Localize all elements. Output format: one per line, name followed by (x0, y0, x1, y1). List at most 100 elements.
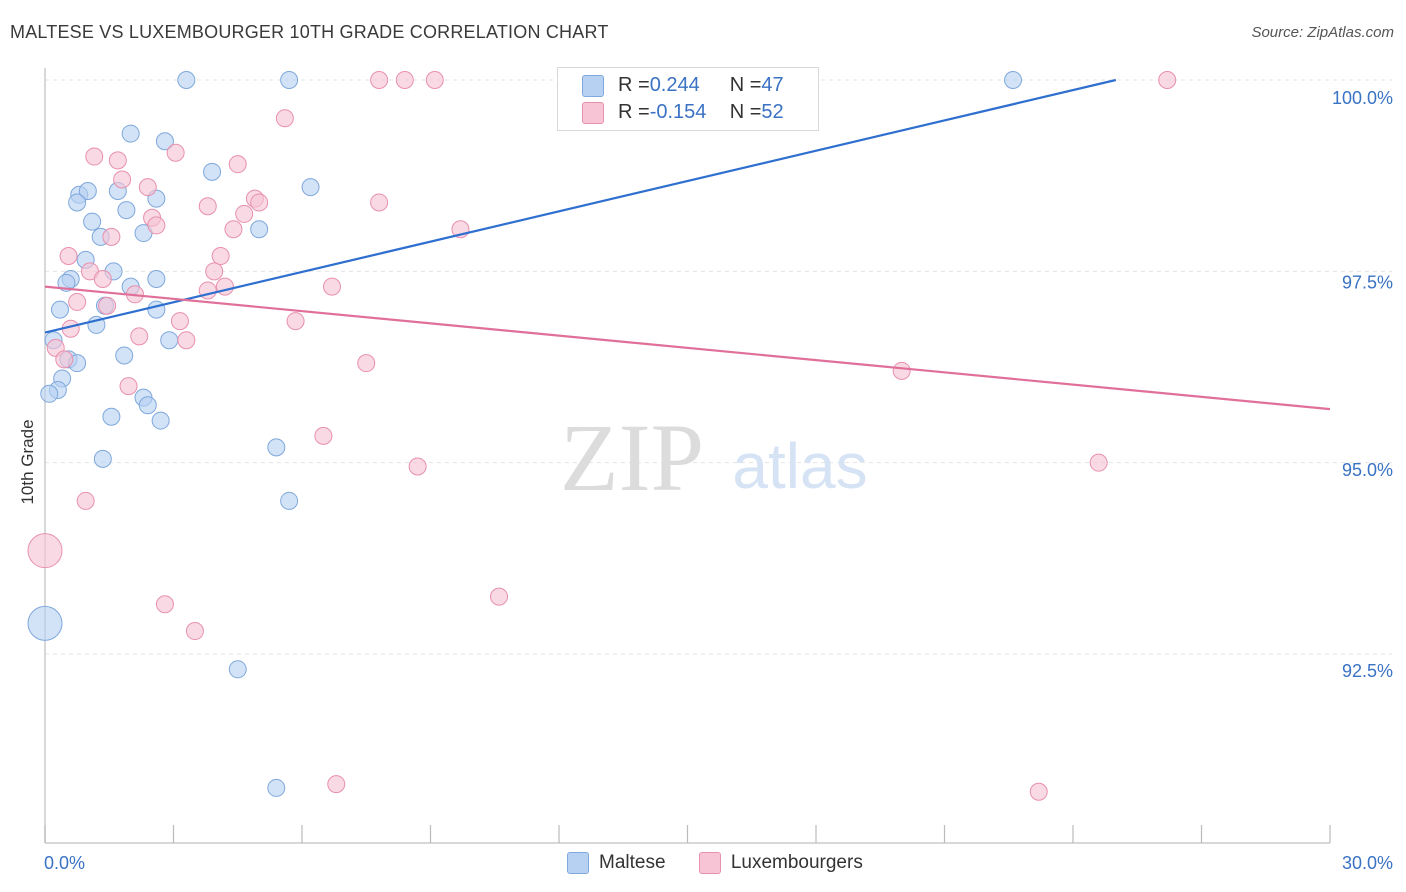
point-luxembourgers-40 (892, 361, 911, 380)
point-maltese-21 (57, 273, 76, 292)
point-maltese-25 (50, 300, 69, 319)
point-luxembourgers-33 (286, 312, 305, 331)
point-luxembourgers-22 (211, 247, 230, 266)
point-maltese-44 (228, 660, 247, 679)
point-luxembourgers-51 (1029, 782, 1048, 801)
legend-box: R = 0.244 N = 47 R = -0.154 N = 52 (557, 67, 819, 131)
legend-r-value-luxembourgers: -0.154 (649, 101, 707, 123)
point-maltese-12 (68, 193, 87, 212)
y-tick-label-3: 100.0% (1332, 88, 1393, 108)
point-luxembourgers-24 (205, 262, 224, 281)
point-luxembourgers-46 (27, 533, 63, 569)
legend-row-maltese: R = 0.244 N = 47 (582, 74, 784, 100)
point-luxembourgers-2 (425, 71, 444, 89)
watermark-zip: ZIP (560, 404, 704, 511)
point-maltese-3 (1004, 71, 1023, 89)
point-luxembourgers-8 (228, 155, 247, 174)
point-luxembourgers-0 (370, 71, 389, 89)
point-maltese-29 (160, 331, 179, 350)
trend-line-luxembourgers (44, 285, 1331, 411)
point-luxembourgers-41 (119, 377, 138, 396)
legend-r-label: R = (618, 101, 650, 123)
bottom-legend: Maltese Luxembourgers (567, 852, 891, 874)
point-maltese-41 (93, 449, 112, 468)
legend-n-label: N = (729, 74, 762, 96)
point-luxembourgers-7 (166, 143, 185, 162)
bottom-legend-luxembourgers: Luxembourgers (698, 852, 863, 874)
point-luxembourgers-30 (68, 292, 87, 311)
legend-n-value-luxembourgers: 52 (761, 101, 784, 123)
point-maltese-26 (147, 300, 166, 319)
watermark: ZIP atlas (560, 404, 868, 511)
point-maltese-5 (155, 132, 174, 151)
point-luxembourgers-18 (224, 220, 243, 239)
gridlines (45, 79, 1392, 655)
point-maltese-0 (177, 71, 196, 89)
point-luxembourgers-25 (93, 269, 112, 288)
point-luxembourgers-49 (185, 622, 204, 641)
bottom-legend-swatch-maltese (567, 852, 589, 874)
point-luxembourgers-4 (275, 109, 294, 128)
point-maltese-43 (27, 605, 63, 641)
point-luxembourgers-50 (327, 775, 346, 794)
point-luxembourgers-1 (395, 71, 414, 89)
point-luxembourgers-17 (147, 216, 166, 235)
x-tick-label-1: 30.0% (1342, 853, 1393, 873)
chart-title: MALTESE VS LUXEMBOURGER 10TH GRADE CORRE… (10, 22, 609, 42)
scatter-points (27, 71, 1177, 801)
point-luxembourgers-28 (322, 277, 341, 296)
point-maltese-38 (102, 407, 121, 426)
point-luxembourgers-13 (198, 197, 217, 216)
point-luxembourgers-12 (250, 193, 269, 212)
point-luxembourgers-6 (108, 151, 127, 170)
legend-r-label: R = (618, 74, 650, 96)
y-tick-label-0: 92.5% (1342, 661, 1393, 681)
point-luxembourgers-20 (102, 227, 121, 246)
point-maltese-14 (83, 212, 102, 231)
point-luxembourgers-44 (1089, 453, 1108, 472)
bottom-legend-maltese: Maltese (567, 852, 666, 874)
point-luxembourgers-10 (138, 178, 157, 197)
point-luxembourgers-47 (490, 587, 509, 606)
legend-swatch-maltese (582, 74, 604, 97)
point-luxembourgers-32 (170, 312, 189, 331)
point-maltese-7 (301, 178, 320, 197)
legend-n-value-maltese: 47 (761, 74, 784, 96)
point-luxembourgers-35 (130, 327, 149, 346)
point-luxembourgers-21 (59, 247, 78, 266)
point-luxembourgers-36 (177, 331, 196, 350)
y-tick-label-2: 97.5% (1342, 272, 1393, 292)
point-luxembourgers-45 (76, 491, 95, 510)
point-maltese-45 (267, 778, 286, 797)
point-luxembourgers-15 (235, 204, 254, 223)
point-maltese-40 (267, 438, 286, 457)
point-luxembourgers-38 (55, 350, 74, 369)
y-axis-label: 10th Grade (18, 419, 37, 504)
point-maltese-9 (78, 181, 97, 200)
point-maltese-35 (40, 384, 59, 403)
point-luxembourgers-9 (113, 170, 132, 189)
point-luxembourgers-43 (408, 457, 427, 476)
point-maltese-13 (117, 201, 136, 220)
trend-lines (44, 78, 1331, 411)
point-maltese-4 (121, 124, 140, 143)
watermark-atlas: atlas (732, 430, 867, 502)
point-maltese-31 (115, 346, 134, 365)
point-maltese-42 (280, 491, 299, 510)
bottom-legend-swatch-luxembourgers (698, 852, 721, 874)
legend-r-value-maltese: 0.244 (649, 74, 700, 96)
x-tick-label-0: 0.0% (44, 853, 85, 873)
legend-swatch-luxembourgers (582, 101, 604, 124)
point-maltese-37 (138, 396, 157, 415)
legend-n-label: N = (729, 101, 762, 123)
point-luxembourgers-42 (314, 426, 333, 445)
point-luxembourgers-5 (85, 147, 104, 166)
point-maltese-22 (147, 269, 166, 288)
point-maltese-16 (250, 220, 269, 239)
legend-row-luxembourgers: R = -0.154 N = 52 (582, 101, 784, 127)
axes (44, 68, 1331, 844)
point-maltese-39 (151, 411, 170, 430)
point-luxembourgers-48 (155, 595, 174, 614)
point-maltese-1 (280, 71, 299, 89)
